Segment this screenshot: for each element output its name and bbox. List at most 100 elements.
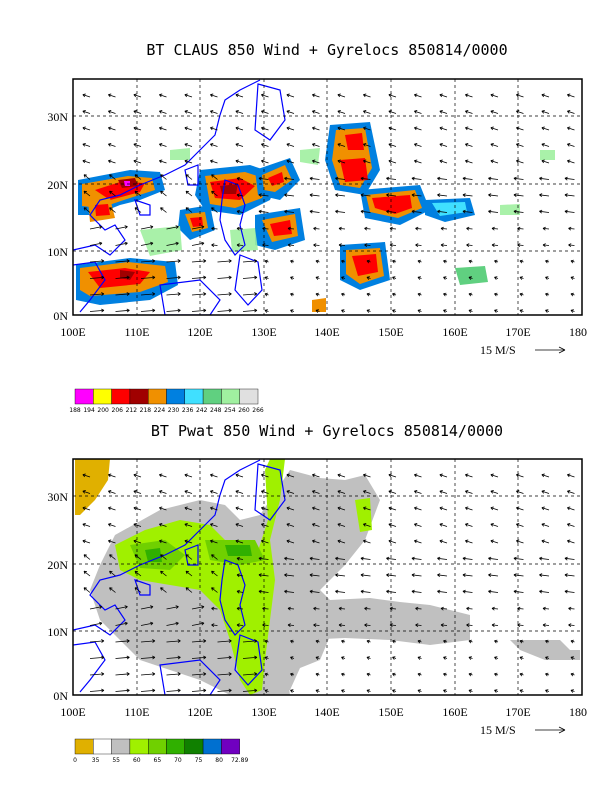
plot-frame: [72, 458, 583, 696]
wind-arrow: [413, 523, 422, 527]
wind-arrow: [315, 656, 320, 660]
wind-arrow: [158, 506, 167, 511]
wind-arrow: [235, 523, 244, 527]
lon-axis: 100E 110E 120E 130E 140E 150E 160E 170E …: [60, 325, 587, 339]
wind-arrow: [184, 159, 193, 164]
wind-arrow: [140, 688, 156, 693]
wind-arrow: [82, 506, 91, 511]
panel-title: BT CLAUS 850 Wind + Gyrelocs 850814/0000: [146, 41, 507, 59]
wind-arrow: [466, 226, 473, 231]
colorbar-swatch: [111, 388, 131, 405]
wind-arrow: [515, 159, 524, 164]
wind-arrow: [133, 490, 142, 494]
wind-arrow: [413, 473, 422, 478]
wind-arrow: [541, 159, 550, 164]
wind-arrow: [415, 243, 422, 248]
wind-arrow: [539, 573, 550, 577]
colorbar-label: 80: [215, 757, 223, 764]
wind-arrow: [191, 275, 207, 280]
wind-arrow: [443, 656, 448, 660]
wind-arrow: [290, 672, 295, 677]
wind-arrow: [290, 689, 295, 693]
wind-arrow: [337, 126, 346, 131]
wind-arrow: [490, 473, 499, 478]
wind-arrow: [440, 226, 448, 231]
wind-arrow: [133, 93, 142, 98]
wind-arrow: [564, 176, 575, 181]
lat-tick: 20N: [47, 178, 68, 192]
wind-arrow: [341, 309, 346, 313]
wind-arrow: [311, 93, 320, 98]
wind-arrow: [417, 689, 422, 693]
wind-arrow: [541, 506, 550, 511]
wind-arrow: [568, 623, 575, 628]
wind-arrow: [386, 589, 397, 594]
wind-arrow: [160, 207, 167, 213]
wind-arrow: [166, 605, 179, 610]
wind-arrow: [166, 688, 181, 693]
wind-arrow: [284, 589, 295, 594]
wind-arrow: [366, 292, 371, 297]
colorbar-swatch: [111, 738, 131, 755]
wind-arrow: [443, 639, 448, 644]
reference-vector-label: 15 M/S: [480, 343, 516, 357]
wind-arrow: [570, 689, 575, 693]
wind-arrow: [286, 159, 295, 164]
wind-arrow: [184, 110, 193, 114]
lat-tick: 0N: [53, 689, 68, 703]
wind-arrow: [286, 490, 295, 494]
wind-arrow: [386, 573, 397, 577]
wind-arrow: [315, 639, 320, 644]
wind-arrow: [491, 606, 499, 611]
wind-arrow: [337, 110, 346, 114]
wind-arrow: [366, 689, 371, 693]
wind-arrow: [311, 539, 320, 544]
wind-arrow: [235, 110, 244, 114]
wind-arrow: [462, 193, 473, 197]
wind-arrow: [158, 143, 167, 147]
colorbar-swatch: [129, 388, 149, 405]
wind-arrow: [235, 159, 244, 164]
wind-arrow: [315, 672, 320, 677]
colorbar-label: 0: [73, 757, 77, 764]
wind-arrow: [158, 110, 167, 114]
wind-arrow: [411, 573, 422, 577]
wind-arrow: [366, 309, 371, 313]
colorbar-label: 35: [92, 757, 100, 764]
lon-tick: 160E: [442, 705, 467, 719]
wind-arrow: [389, 623, 397, 628]
wind-arrow: [133, 126, 142, 131]
wind-arrow: [89, 259, 105, 263]
wind-arrow: [242, 672, 258, 676]
wind-arrow: [541, 539, 550, 544]
wind-arrow: [566, 473, 575, 478]
wind-arrow: [341, 639, 346, 644]
wind-arrow: [335, 193, 346, 197]
wind-arrow: [411, 193, 422, 197]
wind-arrow: [185, 174, 193, 180]
wind-arrow: [335, 573, 346, 577]
wind-arrow: [415, 226, 422, 231]
wind-arrow: [515, 523, 524, 527]
colorbar-swatch: [221, 738, 240, 755]
wind-arrow: [115, 605, 128, 610]
wind-arrow: [242, 308, 258, 313]
wind-arrow: [392, 672, 397, 677]
wind-arrow: [82, 539, 91, 544]
wind-arrow: [490, 143, 499, 147]
wind-arrow: [89, 225, 103, 230]
wind-arrow: [184, 126, 193, 131]
wind-arrow: [235, 473, 244, 478]
wind-arrow: [89, 275, 105, 280]
wind-arrow: [264, 689, 269, 693]
wind-arrow: [411, 589, 422, 594]
wind-arrow: [211, 554, 218, 560]
wind-arrow: [290, 276, 295, 280]
colorbar-label: 200: [97, 407, 109, 414]
lat-tick: 30N: [47, 490, 68, 504]
wind-arrow: [494, 639, 499, 644]
wind-arrow: [260, 506, 269, 511]
wind-arrow: [284, 573, 295, 577]
wind-arrow: [309, 176, 320, 181]
wind-arrow: [437, 589, 448, 594]
